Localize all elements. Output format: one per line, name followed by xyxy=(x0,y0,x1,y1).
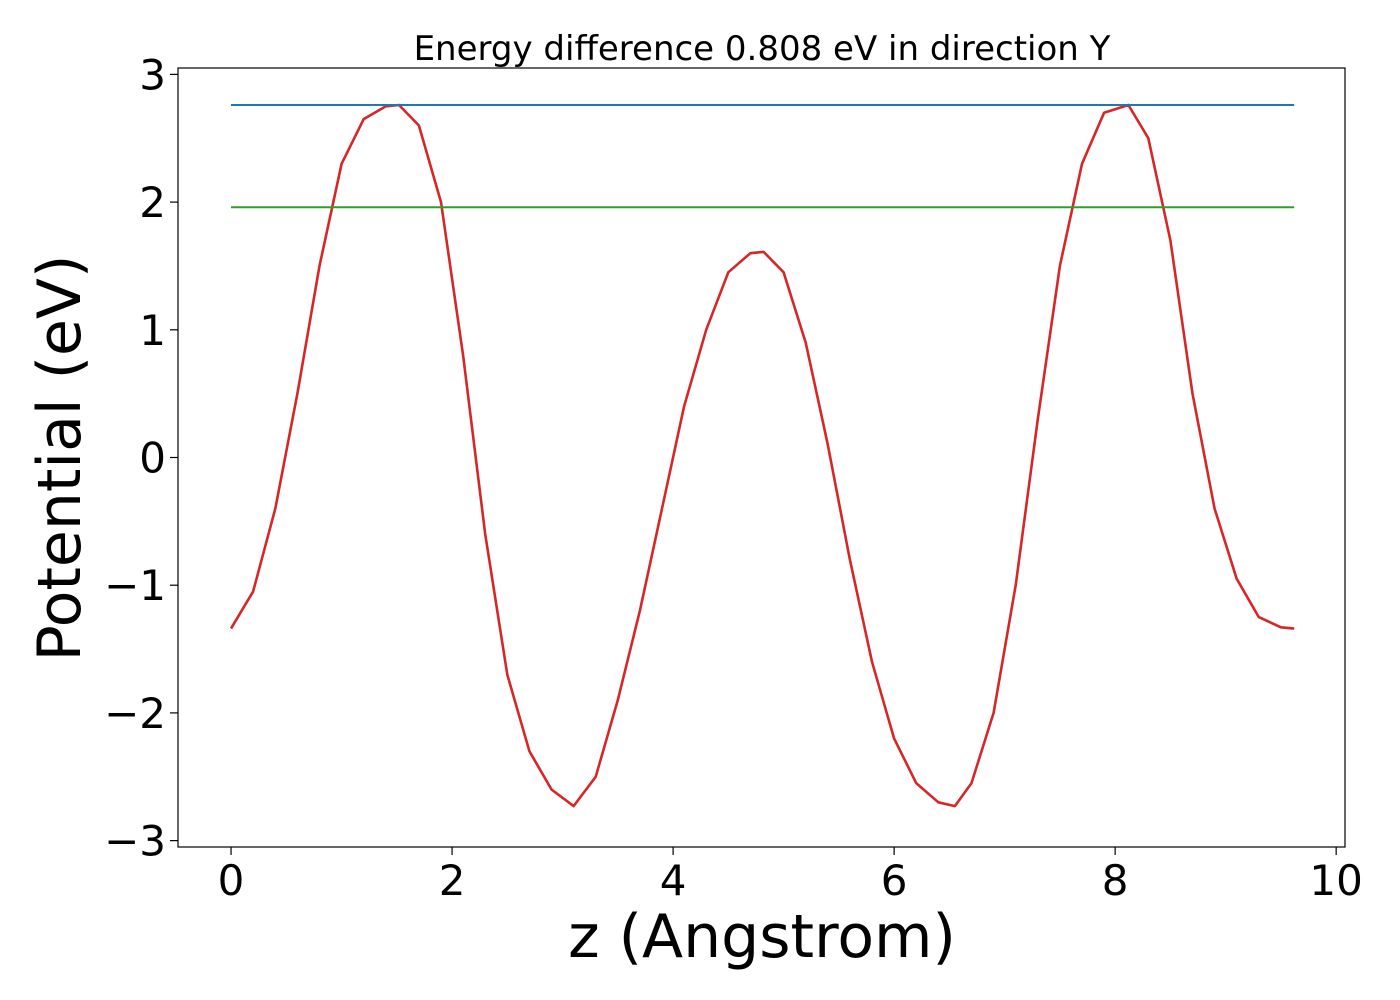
y-tick-label: 0 xyxy=(139,434,166,483)
y-tick-label: −2 xyxy=(104,689,166,738)
y-axis-ticks: −3 −2 −1 0 1 2 3 xyxy=(104,50,178,866)
series-line-0 xyxy=(229,103,1295,808)
x-axis-ticks: 0 2 4 6 8 10 xyxy=(218,847,1363,905)
y-tick-label: −1 xyxy=(104,561,166,610)
y-tick-label: 1 xyxy=(139,306,166,355)
x-tick-label: 0 xyxy=(218,856,245,905)
y-tick-label: 3 xyxy=(139,50,166,99)
x-tick-label: 8 xyxy=(1102,856,1129,905)
chart-title: Energy difference 0.808 eV in direction … xyxy=(414,29,1111,69)
y-tick-label: −3 xyxy=(104,817,166,866)
x-tick-label: 4 xyxy=(660,856,687,905)
y-axis-title: Potential (eV) xyxy=(25,255,95,662)
x-tick-label: 2 xyxy=(439,856,466,905)
x-tick-label: 6 xyxy=(881,856,908,905)
x-axis-title: z (Angstrom) xyxy=(568,902,956,972)
series-layer xyxy=(229,103,1295,808)
y-tick-label: 2 xyxy=(139,178,166,227)
x-tick-label: 10 xyxy=(1309,856,1362,905)
